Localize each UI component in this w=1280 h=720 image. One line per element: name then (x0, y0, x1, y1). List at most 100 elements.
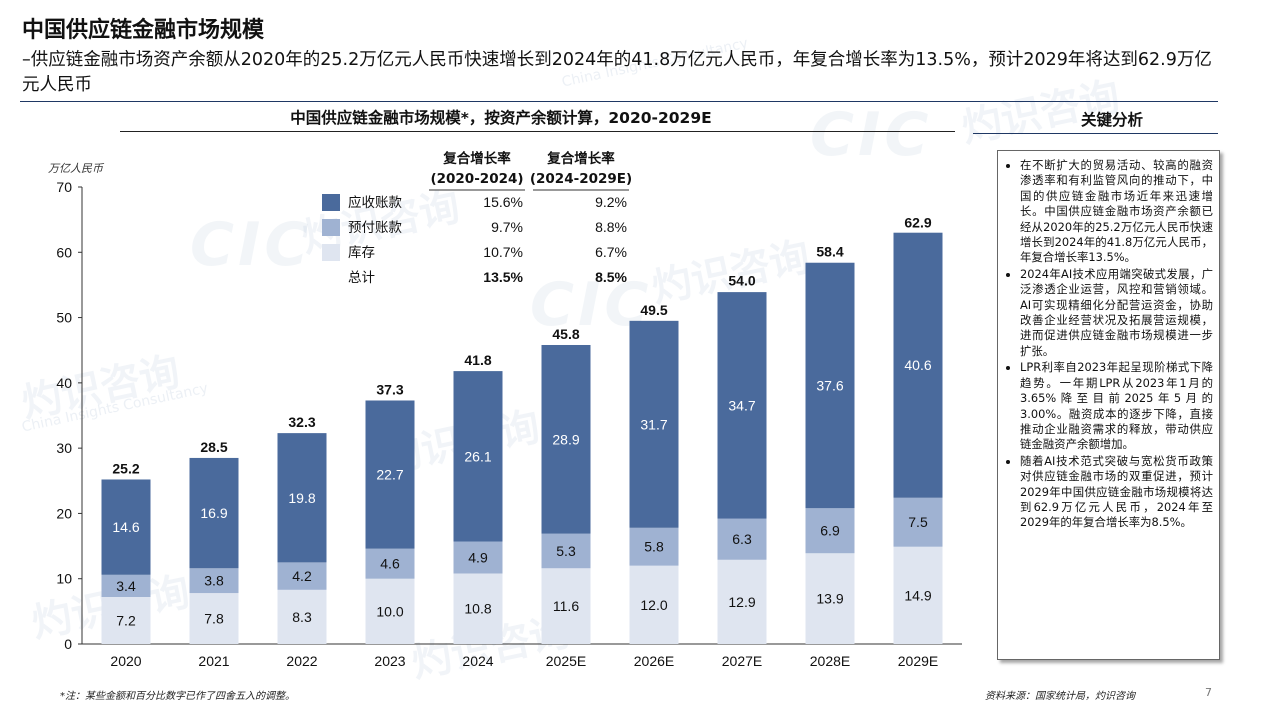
bar-value-label: 12.9 (728, 594, 755, 610)
bar-segment (277, 562, 327, 590)
bar-value-label: 12.0 (640, 597, 667, 613)
bar-segment (189, 593, 239, 644)
bar-total-label: 28.5 (200, 439, 227, 455)
legend-label: 应收账款 (348, 194, 402, 211)
bar-segment (365, 400, 415, 549)
x-tick-label: 2025E (546, 653, 586, 669)
bar-value-label: 8.3 (292, 609, 312, 625)
bar-value-label: 7.8 (204, 611, 224, 627)
bar-segment (717, 559, 767, 644)
bar-segment (277, 433, 327, 563)
bar-value-label: 4.6 (380, 556, 400, 572)
cagr-value: 10.7% (483, 244, 523, 260)
bar-value-label: 16.9 (200, 505, 227, 521)
bar-value-label: 19.8 (288, 490, 315, 506)
x-tick-label: 2023 (374, 653, 405, 669)
bar-segment (717, 518, 767, 560)
page-number: 7 (1205, 686, 1212, 699)
y-tick-label: 30 (56, 440, 72, 456)
y-tick-label: 40 (56, 375, 72, 391)
bar-segment (101, 574, 151, 597)
legend-label: 库存 (348, 245, 375, 261)
cagr-value: 15.6% (483, 194, 523, 210)
bar-segment (805, 508, 855, 554)
bar-total-label: 32.3 (288, 414, 315, 430)
y-tick-label: 20 (56, 505, 72, 521)
header-divider (20, 101, 1218, 102)
bar-value-label: 3.4 (116, 578, 136, 594)
key-point-item: 在不断扩大的贸易活动、较高的融资渗透率和有利监管风向的推动下，中国的供应链金融市… (1020, 158, 1213, 266)
bar-segment (101, 479, 151, 575)
bar-value-label: 5.8 (644, 539, 664, 555)
y-tick-label: 60 (56, 244, 72, 260)
cagr-value: 9.2% (595, 194, 627, 210)
bar-segment (277, 589, 327, 644)
cagr-value: 9.7% (491, 219, 523, 235)
bar-total-label: 25.2 (112, 460, 139, 476)
cagr-value: 6.7% (595, 244, 627, 260)
bar-value-label: 3.8 (204, 573, 224, 589)
cagr-header: (2020-2024) (430, 171, 523, 187)
y-tick-label: 0 (64, 636, 72, 652)
y-tick-label: 10 (56, 571, 72, 587)
bar-value-label: 5.3 (556, 543, 576, 559)
bar-value-label: 28.9 (552, 431, 579, 447)
y-tick-label: 50 (56, 310, 72, 326)
bar-segment (541, 533, 591, 569)
x-tick-label: 2026E (634, 653, 674, 669)
x-tick-label: 2027E (722, 653, 762, 669)
bar-value-label: 31.7 (640, 416, 667, 432)
x-tick-label: 2021 (198, 653, 229, 669)
bar-segment (629, 527, 679, 566)
bar-value-label: 13.9 (816, 591, 843, 607)
stacked-bar-chart: 万亿人民币 0 10 20 30 40 50 60 70 7.2 3.4 14.6 25.2 2020 7.… (48, 150, 962, 669)
legend-swatch (322, 194, 340, 211)
bar-value-label: 22.7 (376, 467, 403, 483)
bar-total-label: 45.8 (552, 326, 579, 342)
bar-value-label: 7.2 (116, 612, 136, 628)
key-point-item: 2024年AI技术应用端突破式发展，广泛渗透企业运营，风控和营销领域。AI可实现… (1020, 267, 1213, 359)
bar-value-label: 6.9 (820, 523, 840, 539)
bar-value-label: 40.6 (904, 357, 931, 373)
bar-value-label: 6.3 (732, 531, 752, 547)
bar-segment (629, 565, 679, 644)
key-points-list: 在不断扩大的贸易活动、较高的融资渗透率和有利监管风向的推动下，中国的供应链金融市… (1002, 158, 1213, 531)
key-points-title: 关键分析 (1080, 111, 1143, 129)
bar-value-label: 14.9 (904, 587, 931, 603)
bar-total-label: 62.9 (904, 214, 931, 230)
bar-total-label: 41.8 (464, 352, 491, 368)
bar-total-label: 58.4 (816, 244, 843, 260)
cagr-value: 8.5% (595, 269, 627, 285)
bar-value-label: 10.0 (376, 603, 403, 619)
bar-value-label: 10.8 (464, 601, 491, 617)
cagr-header: 复合增长率 (442, 150, 511, 167)
chart-title: 中国供应链金融市场规模*，按资产余额计算，2020-2029E (290, 109, 712, 127)
bar-segment (805, 262, 855, 509)
bar-segment (453, 371, 503, 542)
bar-segment (717, 292, 767, 519)
bar-total-label: 37.3 (376, 381, 403, 397)
bar-value-label: 11.6 (553, 598, 579, 614)
bar-value-label: 34.7 (728, 397, 755, 413)
key-point-item: 随着AI技术范式突破与宽松货币政策对供应链金融市场的双重促进，预计2029年中国… (1020, 454, 1213, 531)
legend-swatch (322, 244, 340, 261)
bar-segment (805, 553, 855, 644)
bar-value-label: 7.5 (908, 514, 928, 530)
source-note: 资料来源：国家统计局，灼识咨询 (985, 691, 1135, 702)
bar-segment (365, 548, 415, 579)
bar-value-label: 4.9 (468, 549, 488, 565)
bar-segment (893, 497, 943, 547)
legend-label: 预付账款 (348, 220, 402, 236)
legend-label: 总计 (348, 270, 375, 286)
x-tick-label: 2029E (898, 653, 938, 669)
cagr-header: 复合增长率 (546, 150, 615, 167)
footnote: *注：某些金额和百分比数字已作了四舍五入的调整。 (60, 691, 295, 702)
bar-value-label: 26.1 (464, 448, 491, 464)
bar-value-label: 14.6 (112, 519, 139, 535)
bar-total-label: 49.5 (640, 302, 667, 318)
page-subtitle: –供应链金融市场资产余额从2020年的25.2万亿元人民币快速增长到2024年的… (22, 50, 1212, 95)
chart-title-divider (120, 131, 955, 132)
bar-segment (453, 573, 503, 644)
bar-segment (893, 232, 943, 498)
x-tick-label: 2022 (286, 653, 317, 669)
